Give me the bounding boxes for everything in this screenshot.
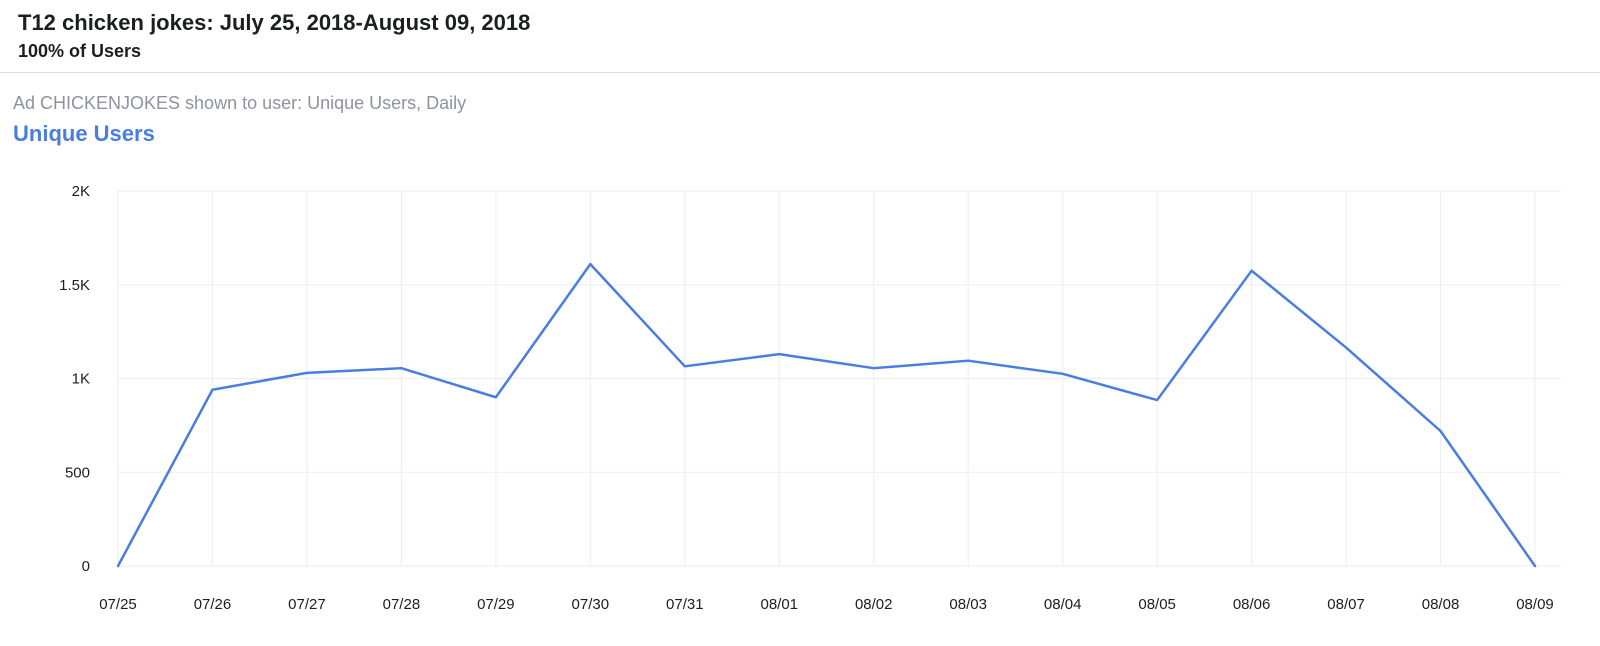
x-tick-label: 07/28 bbox=[383, 596, 421, 613]
report-subtitle: 100% of Users bbox=[18, 41, 142, 61]
x-tick-label: 08/05 bbox=[1138, 596, 1176, 613]
y-tick-label: 1.5K bbox=[59, 277, 90, 294]
y-tick-label: 0 bbox=[82, 558, 90, 575]
x-tick-label: 07/30 bbox=[572, 596, 610, 613]
x-axis: 07/25 07/26 07/27 07/28 07/29 07/30 07/31 08/01… bbox=[99, 596, 1554, 613]
report-header: T12 chicken jokes: July 25, 2018-August … bbox=[0, 0, 1600, 73]
y-tick-label: 2K bbox=[72, 183, 90, 200]
x-tick-label: 07/29 bbox=[477, 596, 515, 613]
metric-name[interactable]: Unique Users bbox=[13, 121, 155, 146]
metric-description: Ad CHICKENJOKES shown to user: Unique Us… bbox=[13, 93, 467, 113]
report-title: T12 chicken jokes: July 25, 2018-August … bbox=[18, 10, 531, 35]
x-tick-label: 08/03 bbox=[949, 596, 987, 613]
y-tick-label: 500 bbox=[65, 464, 90, 481]
x-tick-label: 07/31 bbox=[666, 596, 704, 613]
x-tick-label: 07/27 bbox=[288, 596, 326, 613]
series bbox=[116, 262, 1537, 568]
x-tick-label: 08/09 bbox=[1516, 596, 1554, 613]
x-tick-label: 07/25 bbox=[99, 596, 137, 613]
y-axis: 0 500 1K 1.5K 2K bbox=[59, 183, 90, 575]
series-line bbox=[116, 262, 1537, 568]
x-tick-label: 08/04 bbox=[1044, 596, 1082, 613]
grid bbox=[117, 190, 1562, 567]
x-tick-label: 08/02 bbox=[855, 596, 893, 613]
x-tick-label: 08/07 bbox=[1327, 596, 1365, 613]
x-tick-label: 07/26 bbox=[194, 596, 232, 613]
x-tick-label: 08/08 bbox=[1422, 596, 1460, 613]
x-tick-label: 08/06 bbox=[1233, 596, 1271, 613]
y-tick-label: 1K bbox=[72, 371, 90, 388]
x-tick-label: 08/01 bbox=[760, 596, 798, 613]
